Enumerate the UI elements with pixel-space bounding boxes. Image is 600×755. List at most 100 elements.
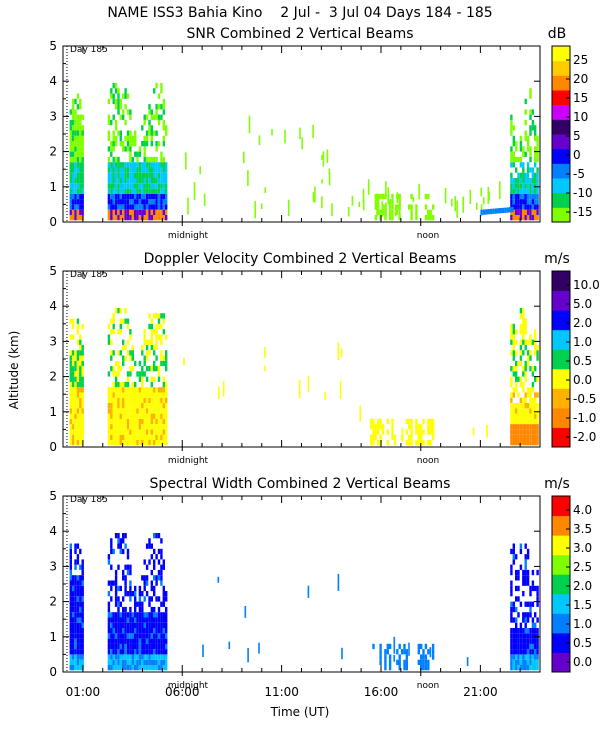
width-echo-cell-464 (155, 617, 158, 623)
doppler-echo-cell-462 (155, 392, 158, 398)
width-echo-cell-351 (138, 601, 142, 607)
doppler-echo-cell-348 (141, 440, 144, 446)
doppler-echo-cell-566 (372, 418, 375, 425)
doppler-echo-cell-748 (524, 360, 527, 367)
width-echo-cell-326 (134, 585, 137, 592)
doppler-echo-cell-192 (117, 424, 120, 430)
snr-echo-cell-375 (143, 215, 146, 221)
snr-echo-cell-15 (69, 135, 72, 142)
snr-echo-cell-722 (522, 215, 525, 221)
doppler-echo-cell-128 (107, 408, 111, 414)
snr-echo-cell-387 (143, 151, 146, 157)
width-echo-cell-406 (148, 643, 151, 650)
width-echo-cell-57 (74, 585, 77, 592)
width-echo-cell-277 (126, 569, 130, 576)
doppler-echo-cell-127 (107, 413, 111, 419)
snr-echo-cell-132 (107, 193, 111, 200)
doppler-echo-cell-594 (408, 434, 411, 440)
snr-echo-cell-273 (126, 204, 130, 210)
doppler-echo-cell-685 (517, 429, 520, 435)
width-echo-cell-242 (122, 569, 125, 576)
width-echo-cell-489 (160, 665, 163, 671)
doppler-echo-cell-46 (74, 413, 77, 419)
doppler-echo-cell-131 (107, 392, 111, 398)
snr-echo-cell-630 (396, 209, 399, 215)
doppler-echo-cell-412 (148, 339, 151, 345)
y-tick-label: 2 (49, 145, 57, 159)
width-echo-cell-331 (136, 643, 139, 650)
snr-echo-cell-106 (79, 114, 82, 120)
doppler-echo-cell-378 (143, 355, 146, 361)
doppler-echo-cell-212 (119, 413, 122, 419)
snr-echo-cell-486 (157, 172, 161, 178)
width-echo-cell-81 (76, 575, 80, 581)
doppler-echo-cell-11 (69, 381, 72, 388)
snr-echo-cell-573 (451, 198, 453, 207)
width-echo-cell-172 (112, 580, 115, 586)
width-echo-cell-698 (524, 643, 527, 650)
snr-echo-cell-536 (165, 183, 168, 189)
doppler-echo-cell-553 (307, 376, 310, 392)
doppler-echo-cell-226 (122, 434, 125, 440)
doppler-echo-cell-392 (145, 387, 149, 393)
width-echo-cell-106 (81, 659, 84, 665)
width-echo-cell-602 (431, 654, 435, 660)
doppler-echo-cell-513 (162, 413, 165, 419)
doppler-echo-cell-436 (153, 434, 156, 440)
doppler-echo-cell-810 (534, 350, 537, 356)
snr-echo-cell-658 (510, 199, 513, 205)
width-echo-cell-557 (379, 649, 382, 655)
snr-echo-cell-737 (524, 204, 527, 210)
snr-echo-cell-227 (119, 183, 122, 189)
doppler-echo-cell-746 (524, 371, 527, 377)
doppler-echo-cell-183 (114, 387, 118, 393)
width-echo-cell-526 (165, 659, 168, 665)
snr-echo-cell-371 (141, 167, 144, 173)
snr-echo-cell-807 (534, 146, 537, 152)
width-echo-cell-636 (512, 548, 515, 555)
snr-echo-cell-293 (129, 188, 132, 194)
width-echo-cell-708 (524, 569, 527, 576)
snr-echo-cell-552 (362, 189, 365, 204)
panel-snr: SNR Combined 2 Vertical Beams dB 012345 … (49, 26, 592, 241)
colorbar-swatch (552, 119, 570, 135)
snr-echo-cell-413 (148, 193, 151, 200)
width-echo-cell-170 (112, 617, 115, 623)
doppler-echo-cell-147 (110, 387, 113, 393)
width-echo-cell-284 (129, 649, 132, 655)
doppler-echo-cell-640 (510, 376, 513, 382)
doppler-echo-cell-456 (155, 424, 158, 430)
doppler-echo-cell-403 (148, 418, 151, 425)
snr-echo-cell-541 (165, 130, 168, 136)
width-echo-cell-180 (114, 633, 118, 639)
width-echo-cell-175 (114, 659, 118, 665)
width-echo-cell-217 (119, 638, 122, 644)
width-echo-cell-23 (69, 543, 72, 549)
width-echo-cell-498 (160, 617, 163, 623)
width-echo-cell-11 (69, 606, 72, 613)
snr-echo-cell-761 (526, 146, 530, 152)
doppler-echo-cell-601 (410, 418, 413, 425)
snr-echo-cell-162 (110, 88, 113, 94)
doppler-echo-cell-123 (107, 434, 111, 440)
snr-echo-cell-679 (512, 178, 515, 184)
snr-echo-cell-201 (114, 88, 118, 94)
snr-echo-cell-463 (155, 193, 158, 200)
width-echo-cell-483 (157, 596, 161, 602)
snr-echo-cell-638 (410, 215, 413, 221)
width-echo-cell-564 (386, 643, 389, 650)
snr-echo-cell-455 (153, 156, 156, 163)
doppler-echo-cell-380 (143, 334, 146, 340)
doppler-echo-cell-593 (408, 440, 411, 446)
doppler-echo-cell-546 (359, 405, 361, 422)
snr-echo-cell-180 (112, 98, 115, 105)
width-echo-cell-603 (431, 649, 435, 655)
snr-echo-cell-19 (69, 109, 72, 115)
width-echo-cell-380 (143, 612, 146, 618)
doppler-echo-cell-422 (150, 403, 153, 409)
doppler-echo-cell-673 (515, 403, 518, 409)
snr-echo-cell-175 (112, 146, 115, 152)
doppler-echo-cell-495 (160, 413, 163, 419)
width-echo-cell-216 (119, 643, 122, 650)
width-echo-cell-499 (160, 612, 163, 618)
